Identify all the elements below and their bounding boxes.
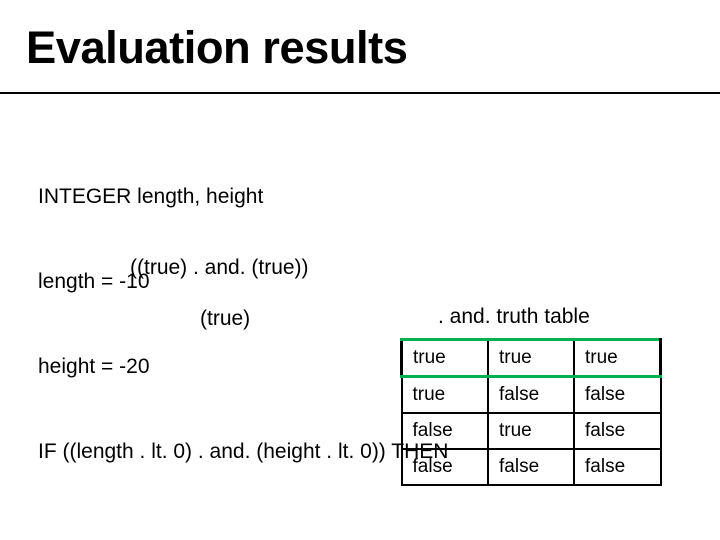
final-result: (true) [200,307,250,331]
table-caption: . and. truth table [438,305,590,329]
table-row: false false false [402,449,661,485]
intermediate-expression: ((true) . and. (true)) [130,256,309,280]
table-cell: true [574,340,661,377]
table-row: false true false [402,413,661,449]
truth-table: true true true true false false false tr… [400,338,662,486]
table-cell: false [488,377,574,414]
table-cell: true [488,340,574,377]
table-cell: false [402,413,489,449]
table-row: true true true [402,340,661,377]
page-title: Evaluation results [26,22,407,74]
code-line: IF ((length . lt. 0) . and. (height . lt… [38,438,448,466]
slide: Evaluation results INTEGER length, heigh… [0,0,720,540]
table-row: true false false [402,377,661,414]
table-cell: false [488,449,574,485]
title-underline [0,92,720,94]
code-line: INTEGER length, height [38,183,448,211]
table-cell: true [402,340,489,377]
table-cell: false [402,449,489,485]
table-cell: true [488,413,574,449]
table-cell: false [574,413,661,449]
table-cell: false [574,377,661,414]
code-line: height = -20 [38,353,448,381]
table-cell: false [574,449,661,485]
table-cell: true [402,377,489,414]
